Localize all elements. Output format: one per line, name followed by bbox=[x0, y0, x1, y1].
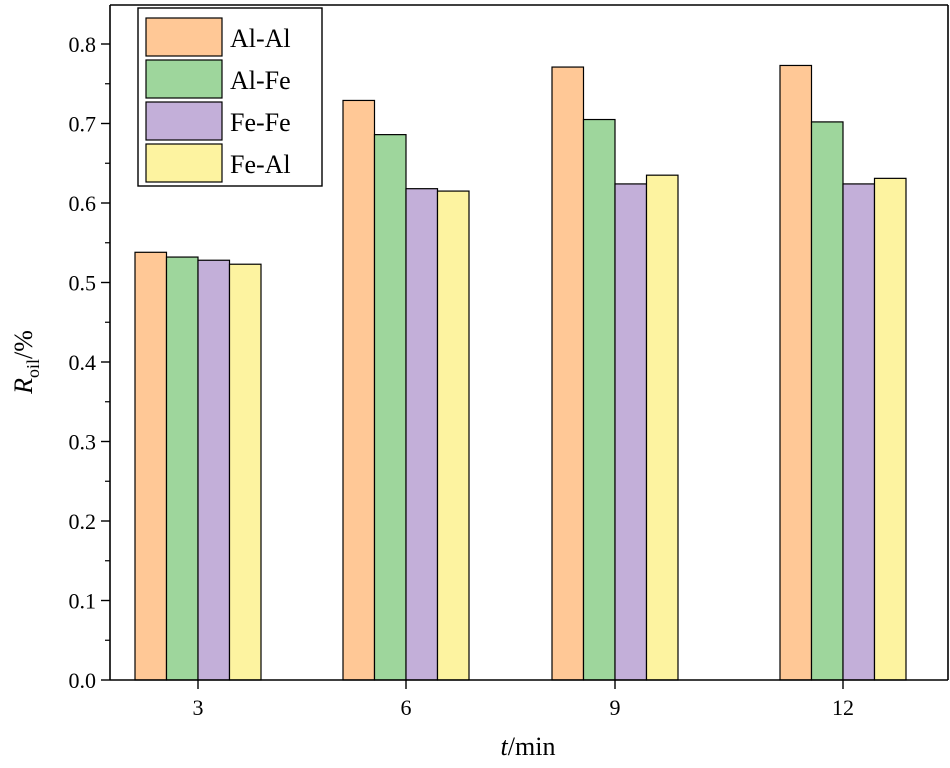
bar-al-fe-6 bbox=[373, 134, 407, 681]
legend-swatch-fe-al bbox=[145, 143, 223, 183]
y-tick-label: 0.6 bbox=[69, 191, 97, 216]
bar-al-fe-9 bbox=[582, 118, 616, 681]
bar-al-al-9 bbox=[551, 66, 585, 681]
y-axis-title-var: R bbox=[9, 378, 38, 395]
legend: Al-Al Al-Fe Fe-Fe Fe-Al bbox=[137, 7, 323, 187]
y-tick-label: 0.4 bbox=[69, 350, 97, 375]
x-tick-label: 6 bbox=[401, 695, 412, 720]
y-tick-label: 0.3 bbox=[69, 430, 97, 455]
legend-swatch-al-al bbox=[145, 17, 223, 57]
bar-fe-fe-9 bbox=[614, 183, 648, 681]
bar-fe-al-3 bbox=[228, 263, 262, 681]
y-tick-label: 0.8 bbox=[69, 32, 97, 57]
y-tick-label: 0.2 bbox=[69, 509, 97, 534]
legend-swatch-fe-fe bbox=[145, 101, 223, 141]
legend-label-fe-fe: Fe-Fe bbox=[230, 108, 291, 137]
y-tick-label: 0.5 bbox=[69, 271, 97, 296]
x-axis-title-unit: /min bbox=[508, 732, 556, 761]
y-tick-label: 0.0 bbox=[69, 668, 97, 693]
bar-al-fe-3 bbox=[165, 256, 199, 681]
bar-al-al-3 bbox=[134, 251, 168, 681]
bar-fe-al-12 bbox=[873, 177, 907, 681]
x-tick-label: 9 bbox=[610, 695, 621, 720]
legend-label-al-fe: Al-Fe bbox=[230, 66, 291, 95]
y-tick-label: 0.1 bbox=[69, 589, 97, 614]
y-tick-label: 0.7 bbox=[69, 112, 97, 137]
x-axis-title: t/min bbox=[501, 732, 556, 761]
bar-fe-fe-3 bbox=[197, 259, 231, 681]
bar-al-fe-12 bbox=[810, 121, 844, 681]
axes-layer: 0.0 0.1 0.2 0.3 0.4 0.5 0.6 0.7 0.8 3 6 9 12 bbox=[69, 4, 949, 720]
x-tick-label: 3 bbox=[193, 695, 204, 720]
bar-fe-fe-12 bbox=[842, 183, 876, 681]
bars-layer bbox=[134, 64, 907, 681]
x-axis-title-var: t bbox=[501, 732, 509, 761]
y-axis-title-unit: /% bbox=[9, 330, 38, 359]
legend-swatch-al-fe bbox=[145, 59, 223, 99]
legend-label-fe-al: Fe-Al bbox=[230, 150, 291, 179]
bar-fe-fe-6 bbox=[405, 188, 439, 681]
y-axis-title: Roil/% bbox=[9, 330, 43, 395]
bar-fe-al-6 bbox=[436, 190, 470, 681]
y-axis-title-sub: oil bbox=[23, 359, 43, 378]
bar-fe-al-9 bbox=[645, 174, 679, 681]
bar-al-al-12 bbox=[779, 64, 813, 681]
x-tick-label: 12 bbox=[832, 695, 854, 720]
legend-label-al-al: Al-Al bbox=[230, 24, 291, 53]
bar-al-al-6 bbox=[342, 99, 376, 681]
